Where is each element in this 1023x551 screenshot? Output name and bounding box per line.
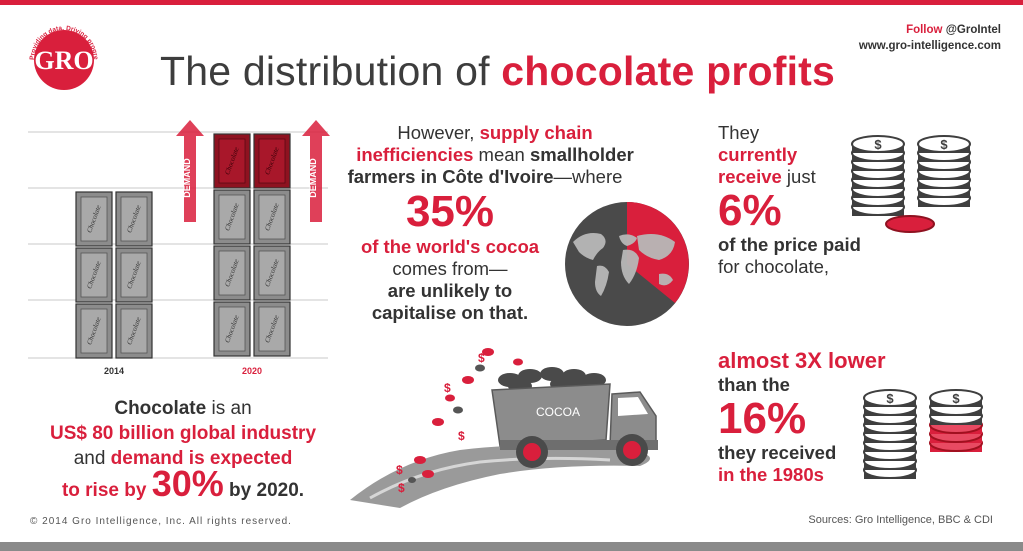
chocolate-bar-2014: Chocolate: [75, 247, 113, 303]
chocolate-bar-2020: Chocolate: [213, 189, 251, 245]
coin-stack: $: [917, 135, 971, 207]
page-title: The distribution of chocolate profits: [160, 48, 836, 94]
red-coin: [885, 215, 935, 233]
svg-text:$: $: [940, 137, 948, 152]
demand-label: DEMAND: [308, 158, 318, 198]
svg-text:$: $: [458, 429, 465, 443]
coin-stack: $: [851, 135, 905, 216]
cocoa-share-value: 35%: [405, 187, 495, 236]
logo-text: GRO: [34, 46, 93, 75]
chocolate-bar-2020: Chocolate: [213, 301, 251, 357]
farmer-share-text: They currently receive just 6% of the pr…: [718, 122, 868, 278]
chocolate-bar-2014: Chocolate: [115, 191, 153, 247]
historical-share-value: 16%: [718, 394, 807, 443]
supply-chain-text: However, supply chain inefficiencies mea…: [345, 122, 645, 324]
coin-stacks-icon-2: $ $: [858, 384, 1008, 494]
historical-share-text: almost 3X lower than the 16% they receiv…: [718, 348, 978, 486]
current-share-value: 6%: [718, 186, 782, 235]
copyright-text: © 2014 Gro Intelligence, Inc. All rights…: [30, 516, 292, 527]
svg-text:$: $: [396, 463, 403, 477]
chocolate-bar-2020: Chocolate: [213, 245, 251, 301]
demand-label: DEMAND: [182, 158, 192, 198]
svg-text:$: $: [886, 391, 894, 406]
svg-text:$: $: [444, 381, 451, 395]
year-label-2020: 2020: [242, 366, 262, 376]
chocolate-bar-2020: Chocolate: [253, 189, 291, 245]
website-link[interactable]: www.gro-intelligence.com: [858, 40, 1001, 52]
svg-text:$: $: [398, 481, 405, 495]
twitter-handle[interactable]: @GroIntel: [945, 24, 1001, 36]
coin-stacks-icon: $ $: [846, 126, 996, 242]
chocolate-bar-2020: Chocolate: [253, 301, 291, 357]
coin-stack: $: [929, 389, 983, 452]
chocolate-bar-2020: Chocolate: [253, 133, 291, 189]
svg-text:$: $: [874, 137, 882, 152]
demand-arrow-right: DEMAND: [302, 120, 330, 222]
chocolate-bar-2020: Chocolate: [253, 245, 291, 301]
chocolate-bar-2014: Chocolate: [115, 303, 153, 359]
industry-caption: Chocolate is an US$ 80 billion global in…: [49, 398, 317, 504]
follow-block: Follow @GroIntel www.gro-intelligence.co…: [859, 22, 1001, 54]
chocolate-bar-2014: Chocolate: [75, 191, 113, 247]
chocolate-bar-chart: Chocolate Chocolate Chocolate Chocolate Choc…: [28, 112, 338, 382]
truck-cargo-label: COCOA: [536, 405, 580, 419]
chocolate-bar-2014: Chocolate: [115, 247, 153, 303]
gro-logo: GRO Providing data. Driving progress.: [18, 11, 108, 104]
world-pie-icon: [563, 200, 691, 328]
svg-text:$: $: [478, 351, 485, 365]
chocolate-bar-2014: Chocolate: [75, 303, 113, 359]
bottom-bar: [0, 542, 1023, 551]
coin-stack: $: [863, 389, 917, 479]
svg-text:$: $: [952, 391, 960, 406]
chocolate-bar-2020: Chocolate: [213, 133, 251, 189]
demand-arrow-left: DEMAND: [176, 120, 204, 222]
cocoa-truck-illustration: $ $ $ $ $ COCOA: [340, 340, 700, 510]
sources-text: Sources: Gro Intelligence, BBC & CDI: [808, 514, 993, 526]
follow-label: Follow: [906, 24, 943, 36]
top-accent-bar: [0, 0, 1023, 5]
year-label-2014: 2014: [104, 366, 124, 376]
